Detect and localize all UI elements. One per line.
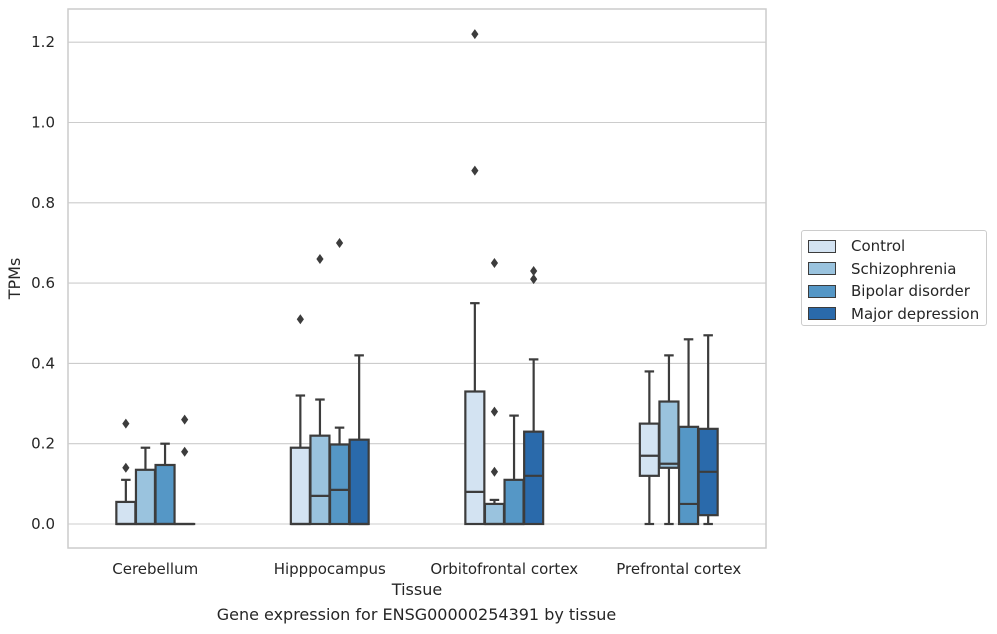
y-tick-label: 0.4 bbox=[31, 354, 55, 372]
plot-frame bbox=[67, 8, 767, 549]
box-iqr bbox=[309, 434, 331, 526]
box-iqr bbox=[115, 500, 137, 526]
box-major-depression bbox=[523, 266, 545, 526]
x-axis-label: Tissue bbox=[391, 580, 442, 599]
outlier-point bbox=[530, 274, 538, 285]
y-tick-label: 1.0 bbox=[31, 114, 55, 132]
y-tick-label: 0.0 bbox=[31, 515, 55, 533]
x-tick-label: Cerebellum bbox=[112, 560, 198, 578]
y-axis-label: TPMs bbox=[5, 258, 24, 301]
outlier-point bbox=[530, 266, 538, 277]
box-iqr bbox=[154, 463, 176, 526]
box-control bbox=[115, 418, 137, 526]
outlier-point bbox=[181, 446, 189, 457]
box-iqr bbox=[134, 468, 157, 526]
outlier-point bbox=[181, 414, 189, 425]
box-iqr bbox=[348, 438, 370, 526]
box-iqr bbox=[464, 390, 486, 526]
legend-label-bipolar-disorder: Bipolar disorder bbox=[851, 282, 970, 301]
legend-item-schizophrenia: Schizophrenia bbox=[808, 258, 986, 281]
y-tick-label: 0.6 bbox=[31, 274, 55, 292]
outlier-point bbox=[471, 29, 479, 40]
legend-label-major-depression: Major depression bbox=[851, 304, 980, 323]
y-tick-label: 1.2 bbox=[31, 33, 55, 51]
y-tick-label: 0.8 bbox=[31, 194, 55, 212]
x-tick-label: Prefrontal cortex bbox=[616, 560, 741, 578]
box-major-depression bbox=[697, 334, 719, 526]
box-major-depression bbox=[174, 414, 196, 526]
box-schizophrenia bbox=[483, 258, 506, 526]
box-major-depression bbox=[348, 354, 370, 526]
legend-item-bipolar-disorder: Bipolar disorder bbox=[808, 280, 986, 303]
box-iqr bbox=[503, 478, 525, 526]
legend-swatch-control bbox=[808, 239, 836, 253]
box-bipolar-disorder bbox=[677, 338, 700, 526]
outlier-point bbox=[490, 406, 499, 417]
x-tick-label: Hipppocampus bbox=[274, 560, 386, 578]
outlier-point bbox=[122, 418, 130, 429]
box-iqr bbox=[638, 422, 660, 477]
outlier-point bbox=[335, 237, 344, 248]
y-tick-label: 0.2 bbox=[31, 435, 55, 453]
legend-item-major-depression: Major depression bbox=[808, 303, 986, 326]
box-iqr bbox=[658, 400, 680, 469]
outlier-point bbox=[296, 314, 304, 325]
outlier-point bbox=[490, 258, 499, 269]
outlier-point bbox=[122, 462, 130, 473]
box-iqr bbox=[523, 430, 545, 526]
outlier-point bbox=[316, 254, 324, 265]
x-tick-label: Orbitofrontal cortex bbox=[430, 560, 578, 578]
legend-item-control: Control bbox=[808, 235, 986, 258]
box-iqr bbox=[483, 502, 506, 526]
box-iqr bbox=[328, 443, 351, 526]
box-iqr bbox=[289, 446, 311, 526]
legend-swatch-major-depression bbox=[808, 307, 836, 321]
box-iqr bbox=[677, 425, 700, 526]
box-control bbox=[464, 29, 486, 526]
box-bipolar-disorder bbox=[154, 442, 176, 526]
legend-label-control: Control bbox=[851, 237, 906, 256]
legend: Control Schizophrenia Bipolar disorder M… bbox=[801, 230, 987, 326]
outlier-point bbox=[490, 466, 499, 477]
outlier-point bbox=[471, 165, 479, 176]
legend-swatch-schizophrenia bbox=[808, 262, 836, 276]
chart-caption: Gene expression for ENSG00000254391 by t… bbox=[216, 605, 617, 624]
box-bipolar-disorder bbox=[503, 414, 525, 526]
legend-swatch-bipolar-disorder bbox=[808, 284, 836, 298]
legend-label-schizophrenia: Schizophrenia bbox=[851, 259, 957, 278]
